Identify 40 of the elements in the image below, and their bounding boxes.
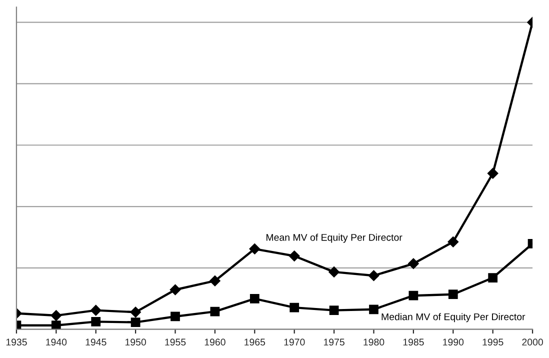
point	[250, 294, 260, 304]
x-tick-label: 1950	[125, 338, 146, 346]
series-label: Mean MV of Equity Per Director	[266, 234, 402, 243]
point	[488, 273, 498, 282]
x-tick-label: 1955	[165, 338, 186, 346]
point	[170, 312, 180, 322]
point	[328, 266, 340, 278]
point	[50, 310, 62, 321]
x-tick-label: 1940	[46, 338, 67, 346]
x-tick-label: 2000	[522, 338, 543, 346]
point	[170, 284, 181, 296]
x-tick-label: 1945	[86, 338, 106, 346]
point	[329, 306, 339, 316]
point	[130, 306, 141, 318]
point	[369, 304, 378, 314]
point	[408, 258, 419, 270]
point	[290, 302, 300, 312]
series-label: Median MV of Equity Per Director	[382, 313, 526, 322]
point	[487, 168, 498, 179]
point	[368, 270, 380, 282]
x-tick-label: 1995	[482, 338, 504, 346]
point	[448, 290, 458, 300]
point	[51, 320, 61, 330]
point	[210, 275, 220, 286]
x-tick-label: 1980	[364, 338, 384, 346]
x-tick-label: 1970	[284, 338, 305, 346]
point	[210, 306, 220, 316]
point	[91, 316, 101, 326]
x-tick-label: 1935	[6, 338, 27, 346]
x-tick-label: 1985	[403, 338, 424, 346]
point	[249, 243, 260, 254]
x-tick-label: 1965	[244, 338, 266, 346]
point	[130, 318, 140, 327]
point	[288, 250, 300, 262]
x-tick-label: 1975	[324, 338, 344, 346]
point	[90, 304, 102, 316]
point	[448, 236, 459, 248]
x-tick-label: 1990	[443, 338, 464, 346]
point	[408, 290, 418, 300]
x-tick-label: 1960	[204, 338, 226, 346]
